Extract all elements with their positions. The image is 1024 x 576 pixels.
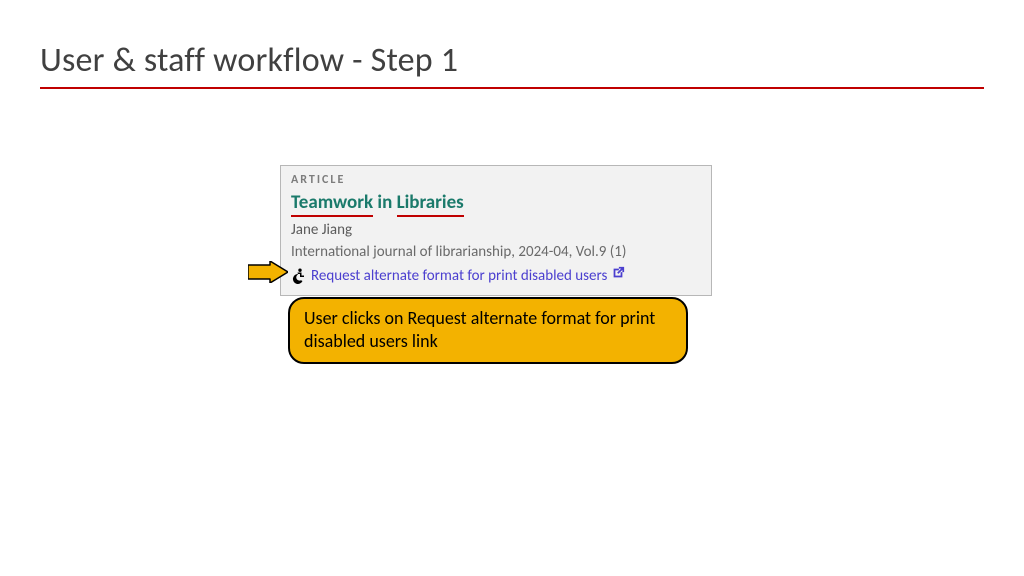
content-area: ARTICLE Teamwork in Libraries Jane Jiang…: [280, 165, 712, 296]
slide: User & staff workflow - Step 1 ARTICLE T…: [0, 0, 1024, 576]
external-link-icon: [611, 266, 625, 286]
request-alt-format-link[interactable]: Request alternate format for print disab…: [311, 266, 607, 286]
article-type-label: ARTICLE: [291, 172, 701, 188]
alt-format-row: Request alternate format for print disab…: [291, 266, 701, 286]
article-card: ARTICLE Teamwork in Libraries Jane Jiang…: [280, 165, 712, 296]
article-title[interactable]: Teamwork in Libraries: [291, 190, 701, 216]
callout-text: User clicks on Request alternate format …: [304, 307, 655, 352]
title-rule: [40, 87, 984, 89]
slide-title: User & staff workflow - Step 1: [40, 40, 984, 81]
instruction-callout: User clicks on Request alternate format …: [288, 297, 688, 364]
pointer-arrow-icon: [248, 261, 288, 283]
article-title-word: Teamwork: [291, 191, 373, 217]
article-journal: International journal of librarianship, …: [291, 242, 701, 262]
article-title-joiner: in: [373, 191, 396, 214]
article-author: Jane Jiang: [291, 220, 701, 240]
accessibility-icon: [291, 268, 307, 284]
article-title-word: Libraries: [397, 191, 464, 217]
